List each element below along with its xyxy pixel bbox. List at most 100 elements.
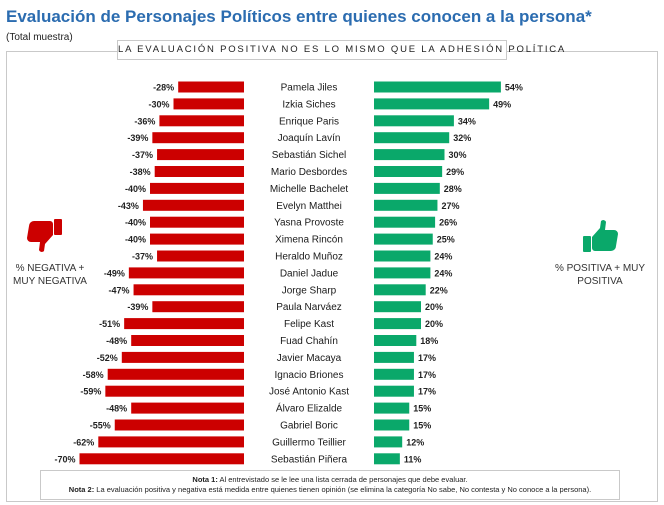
negative-bar xyxy=(150,182,244,194)
positive-value-label: 17% xyxy=(418,387,436,397)
positive-bar xyxy=(374,436,403,448)
positive-value-label: 28% xyxy=(444,184,462,194)
positive-value-label: 18% xyxy=(420,336,438,346)
note-1-label: Nota 1: xyxy=(192,475,218,484)
positive-bar xyxy=(374,402,410,414)
negative-value-label: -59% xyxy=(80,387,101,397)
category-label: Izkia Siches xyxy=(282,99,335,110)
positive-bar xyxy=(374,351,414,363)
positive-bar xyxy=(374,98,490,110)
negative-value-label: -39% xyxy=(127,302,148,312)
negative-bar xyxy=(128,267,244,279)
positive-value-label: 17% xyxy=(418,370,436,380)
negative-bar xyxy=(114,419,244,431)
category-label: Ximena Rincón xyxy=(275,235,343,246)
negative-bar xyxy=(105,385,244,397)
negative-value-label: -37% xyxy=(132,252,153,262)
thumbs-up-icon xyxy=(583,220,618,252)
category-label: Sebastián Sichel xyxy=(272,150,347,161)
category-label: Ignacio Briones xyxy=(275,370,344,381)
negative-bar xyxy=(121,351,244,363)
negative-bar xyxy=(159,115,244,127)
negative-value-label: -40% xyxy=(125,235,146,245)
note-2-label: Nota 2: xyxy=(68,485,95,494)
negative-value-label: -48% xyxy=(106,336,127,346)
positive-value-label: 22% xyxy=(430,285,448,295)
category-label: Pamela Jiles xyxy=(281,83,338,94)
positive-bar xyxy=(374,385,414,397)
positive-bar xyxy=(374,335,417,346)
positive-bar xyxy=(374,199,438,211)
negative-value-label: -52% xyxy=(97,353,118,363)
positive-bar xyxy=(374,115,454,127)
category-label: Felipe Kast xyxy=(284,319,334,330)
positive-bar xyxy=(374,166,443,177)
negative-bar xyxy=(157,149,244,161)
positive-bar xyxy=(374,182,440,194)
category-label: Evelyn Matthei xyxy=(276,201,342,212)
chart-subtitle: (Total muestra) xyxy=(6,32,73,43)
notes-box: Nota 1: Al entrevistado se le lee una li… xyxy=(40,470,620,500)
positive-value-label: 24% xyxy=(434,268,452,278)
category-label: Yasna Provoste xyxy=(274,218,344,229)
negative-legend-label: % NEGATIVA + MUY NEGATIVA xyxy=(13,263,87,287)
positive-value-label: 12% xyxy=(406,437,424,447)
positive-value-label: 34% xyxy=(458,116,476,126)
negative-value-label: -39% xyxy=(127,133,148,143)
positive-bar xyxy=(374,267,431,279)
negative-bar xyxy=(152,132,244,144)
category-label: Mario Desbordes xyxy=(271,167,347,178)
positive-value-label: 29% xyxy=(446,167,464,177)
negative-bar xyxy=(107,368,244,380)
positive-value-label: 15% xyxy=(413,404,431,414)
positive-bar xyxy=(374,284,426,296)
negative-value-label: -40% xyxy=(125,184,146,194)
positive-value-label: 11% xyxy=(404,454,422,464)
chart-title: Evaluación de Personajes Políticos entre… xyxy=(6,7,592,26)
negative-bar xyxy=(133,284,244,296)
chart-banner: LA EVALUACIÓN POSITIVA NO ES LO MISMO QU… xyxy=(117,40,564,60)
positive-value-label: 17% xyxy=(418,353,436,363)
negative-bar xyxy=(150,216,244,228)
negative-bar xyxy=(98,436,244,448)
note-2-text: La evaluación positiva y negativa está m… xyxy=(94,485,592,494)
negative-bar xyxy=(79,453,244,465)
negative-bar xyxy=(124,318,244,330)
category-label: Gabriel Boric xyxy=(280,421,338,432)
category-label: Jorge Sharp xyxy=(282,285,337,296)
positive-bar xyxy=(374,453,400,465)
positive-bar xyxy=(374,368,414,380)
category-label: Álvaro Elizalde xyxy=(276,402,343,415)
note-1-text: Al entrevistado se le lee una lista cerr… xyxy=(217,475,468,484)
category-label: Javier Macaya xyxy=(277,353,342,364)
negative-value-label: -38% xyxy=(130,167,151,177)
negative-value-label: -70% xyxy=(54,454,75,464)
negative-value-label: -48% xyxy=(106,404,127,414)
note-1: Nota 1: Al entrevistado se le lee una li… xyxy=(41,475,619,485)
positive-value-label: 27% xyxy=(441,201,459,211)
positive-value-label: 20% xyxy=(425,319,443,329)
negative-value-label: -28% xyxy=(153,83,174,93)
positive-bar xyxy=(374,419,410,431)
negative-bar xyxy=(154,166,244,177)
positive-bar xyxy=(374,81,501,93)
negative-bar xyxy=(131,335,244,346)
negative-bar xyxy=(131,402,244,414)
positive-value-label: 24% xyxy=(434,252,452,262)
note-2: Nota 2: La evaluación positiva y negativ… xyxy=(41,485,619,495)
negative-bar xyxy=(178,81,244,93)
positive-value-label: 20% xyxy=(425,302,443,312)
negative-value-label: -43% xyxy=(118,201,139,211)
positive-bar xyxy=(374,216,436,228)
negative-value-label: -62% xyxy=(73,437,94,447)
negative-bar xyxy=(173,98,244,110)
category-label: Daniel Jadue xyxy=(280,268,339,279)
category-label: Heraldo Muñoz xyxy=(275,252,343,263)
positive-value-label: 54% xyxy=(505,83,523,93)
positive-bar xyxy=(374,301,421,313)
positive-value-label: 15% xyxy=(413,421,431,431)
negative-value-label: -51% xyxy=(99,319,120,329)
category-label: Joaquín Lavín xyxy=(278,133,341,144)
positive-bar xyxy=(374,233,433,245)
negative-bar xyxy=(150,233,244,245)
